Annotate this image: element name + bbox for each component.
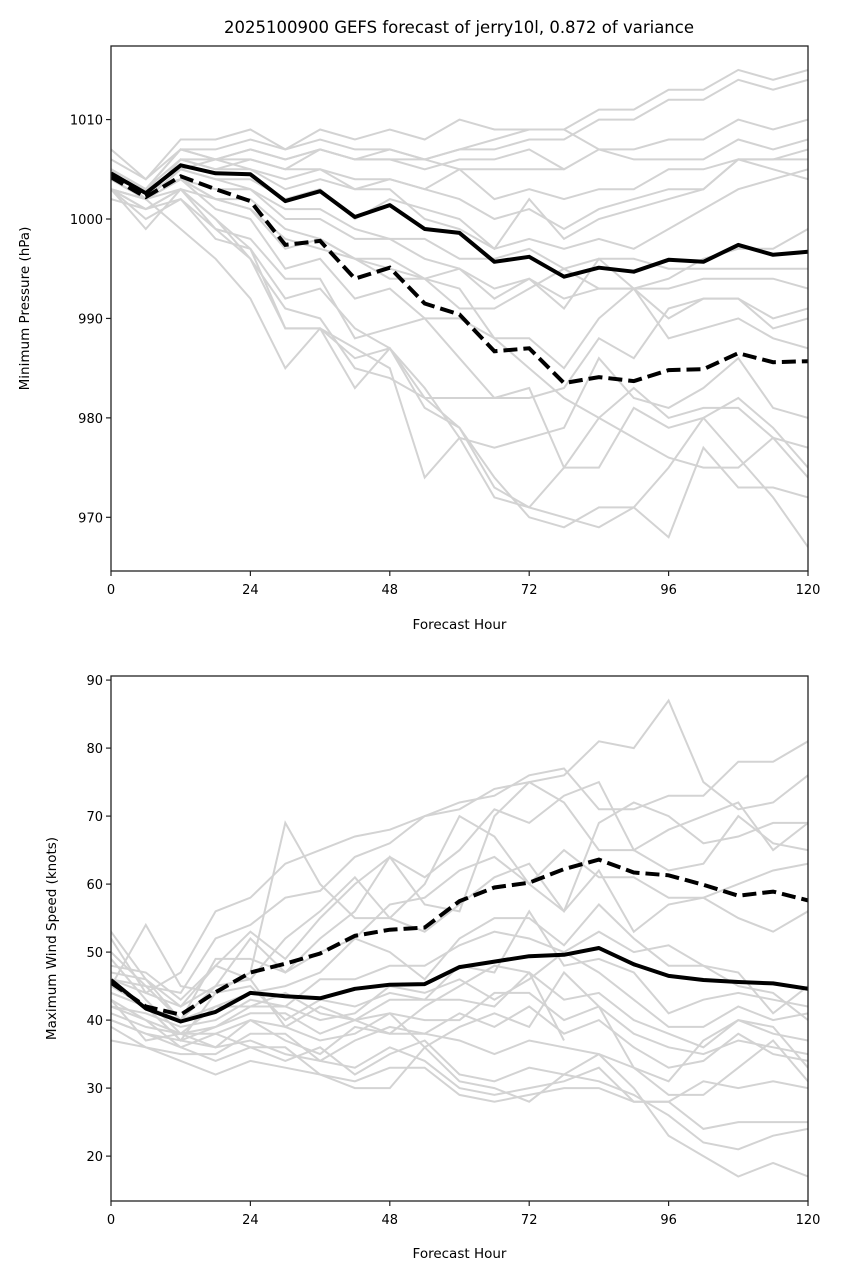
pressure-x-tick-label: 0 [107,583,115,598]
wind-mean-lines [111,857,808,1024]
pressure-member-line-4 [111,138,808,191]
pressure-mean-lines [111,163,808,386]
pressure-x-ticks: 0 24 48 72 96 120 [107,571,821,598]
pressure-member-line-20 [111,187,808,539]
wind-x-tick-label: 24 [242,1213,259,1228]
pressure-member-line-3 [111,118,808,181]
pressure-x-tick-label: 48 [382,583,399,598]
wind-member-line-7 [111,848,808,1008]
wind-member-line-14 [111,1005,808,1069]
pressure-y-tick-label: 970 [78,511,103,526]
chart-title: 2025100900 GEFS forecast of jerry10l, 0.… [224,18,694,37]
pressure-x-tick-label: 96 [660,583,677,598]
pressure-weighted-mean-line [111,174,808,386]
pressure-member-lines [111,68,808,548]
wind-member-line-8 [111,903,808,1035]
pressure-x-axis-label: Forecast Hour [413,617,507,633]
wind-member-line-12 [111,971,808,1049]
wind-member-line-18 [111,985,808,1130]
wind-member-line-1 [111,698,808,995]
wind-weighted-mean-line [111,857,808,1017]
wind-y-tick-label: 40 [86,1014,103,1029]
pressure-x-tick-label: 24 [242,583,259,598]
wind-member-line-5 [111,780,808,1022]
pressure-member-line-19 [111,178,808,548]
wind-member-line-3 [111,780,808,1008]
pressure-member-line-6 [111,148,808,201]
wind-x-ticks: 0 24 48 72 96 120 [107,1201,821,1228]
wind-y-tick-label: 50 [86,946,103,961]
wind-ensemble-mean-line [111,946,808,1024]
wind-y-ticks: 20 30 40 50 60 70 80 90 [86,674,111,1165]
pressure-member-line-14 [111,177,808,370]
pressure-y-axis-label: Minimum Pressure (hPa) [17,227,33,391]
wind-member-line-20 [111,1039,808,1103]
wind-axes-frame [110,675,809,1202]
wind-panel: 0 24 48 72 96 120 20 30 40 50 60 70 80 90 Forecast H… [44,674,820,1262]
wind-member-line-16 [111,958,808,1096]
wind-member-line-2 [111,740,808,995]
wind-y-tick-label: 80 [86,742,103,757]
pressure-ensemble-mean-line [111,163,808,279]
pressure-member-line-9 [111,158,808,251]
wind-y-axis-label: Maximum Wind Speed (knots) [44,837,60,1040]
pressure-member-line-8 [111,168,808,250]
pressure-panel: 0 24 48 72 96 120 970 980 990 1000 1010 Forecast … [17,45,821,633]
wind-member-line-17 [111,1005,808,1178]
wind-x-tick-label: 48 [382,1213,399,1228]
wind-x-axis-label: Forecast Hour [413,1246,507,1262]
pressure-axes-frame [110,45,809,572]
pressure-y-ticks: 970 980 990 1000 1010 [70,114,111,526]
wind-y-tick-label: 30 [86,1082,103,1097]
wind-y-tick-label: 20 [86,1150,103,1165]
pressure-y-tick-label: 1000 [70,213,103,228]
wind-member-line-19 [111,1019,808,1151]
wind-y-tick-label: 60 [86,878,103,893]
pressure-x-tick-label: 72 [521,583,538,598]
pressure-member-line-21 [111,178,808,479]
wind-x-tick-label: 0 [107,1213,115,1228]
wind-x-tick-label: 96 [660,1213,677,1228]
pressure-y-tick-label: 980 [78,412,103,427]
pressure-y-tick-label: 990 [78,312,103,327]
pressure-member-line-17 [111,188,808,470]
wind-x-tick-label: 120 [796,1213,821,1228]
pressure-member-line-10 [111,178,808,270]
wind-member-line-11 [111,950,808,1035]
wind-x-tick-label: 72 [521,1213,538,1228]
pressure-x-tick-label: 120 [796,583,821,598]
pressure-y-tick-label: 1010 [70,114,103,129]
wind-member-line-9 [111,930,808,1028]
wind-member-lines [111,698,808,1178]
wind-y-tick-label: 70 [86,810,103,825]
pressure-member-line-12 [111,178,808,310]
wind-y-tick-label: 90 [86,674,103,689]
pressure-member-line-7 [111,158,808,231]
